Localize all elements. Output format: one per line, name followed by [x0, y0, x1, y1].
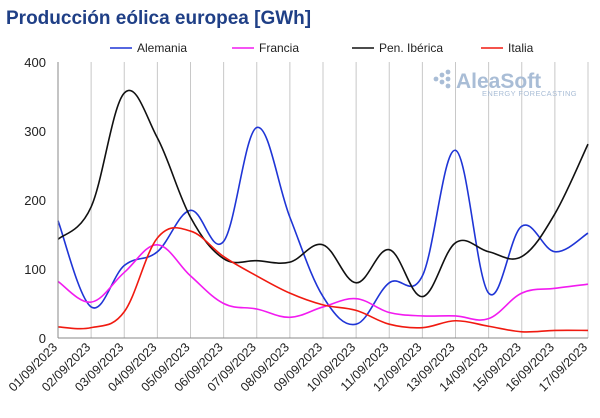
- legend-label: Italia: [508, 41, 534, 55]
- legend: Alemania Francia Pen. Ibérica Italia: [110, 41, 534, 55]
- series-lines: [57, 89, 589, 333]
- y-tick-label: 300: [24, 124, 46, 139]
- y-tick-label: 200: [24, 193, 46, 208]
- series-line-francia: [57, 244, 589, 321]
- legend-label: Pen. Ibérica: [379, 41, 443, 55]
- series-line-italia: [57, 226, 589, 333]
- aleasoft-logo: AleaSoft ENERGY FORECASTING: [433, 69, 577, 98]
- logo-brand: AleaSoft: [456, 70, 541, 93]
- axes: 010020030040001/09/202302/09/202303/09/2…: [6, 55, 590, 394]
- logo-tagline: ENERGY FORECASTING: [482, 89, 577, 98]
- grid: [90, 62, 589, 338]
- y-tick-label: 0: [39, 331, 46, 346]
- logo-mark-icon: [433, 69, 451, 89]
- series-line-alemania: [57, 126, 589, 326]
- y-tick-label: 400: [24, 55, 46, 70]
- legend-label: Francia: [259, 41, 299, 55]
- series-line-pen-ib-rica: [57, 89, 589, 298]
- legend-label: Alemania: [137, 41, 187, 55]
- chart-title: Producción eólica europea [GWh]: [6, 8, 311, 29]
- y-tick-label: 100: [24, 262, 46, 277]
